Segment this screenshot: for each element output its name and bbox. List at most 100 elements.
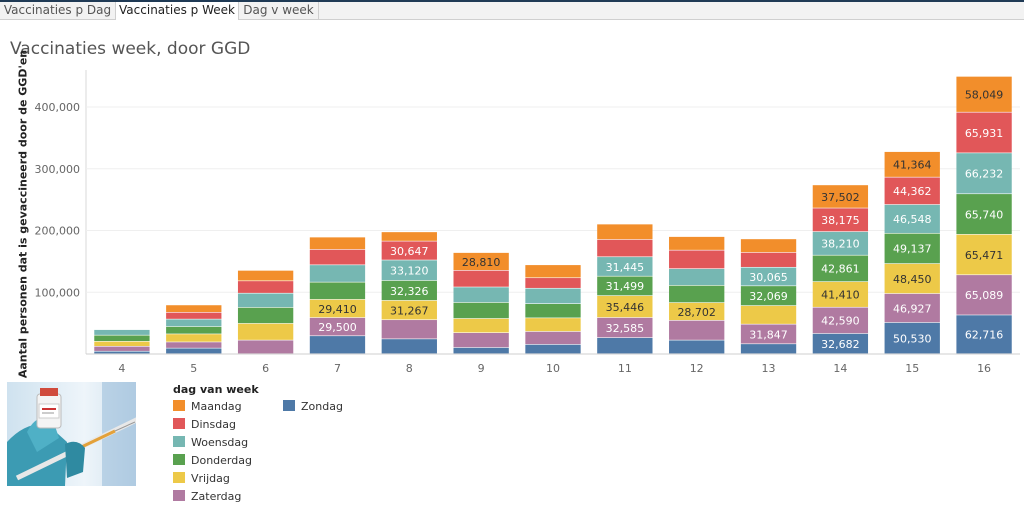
y-axis-ticks: 100,000 200,000 300,000 400,000	[35, 101, 81, 299]
stacked-bar-chart: 100,000 200,000 300,000 400,000 29,500 29,41…	[35, 70, 1020, 375]
legend-swatch	[173, 490, 185, 501]
bar-segment	[381, 339, 437, 354]
data-label: 31,445	[606, 261, 645, 274]
bar-segment	[884, 293, 940, 323]
bar-segment	[94, 351, 150, 354]
bar-segment	[525, 331, 581, 345]
data-label: 50,530	[893, 332, 932, 345]
chart-title: Vaccinaties week, door GGD	[10, 39, 251, 59]
data-label: 30,065	[749, 271, 788, 284]
data-label: 30,647	[390, 245, 429, 258]
bar-segment	[669, 320, 725, 340]
data-label: 33,120	[390, 265, 429, 278]
y-tick-label: 300,000	[35, 163, 81, 176]
legend-label: Zaterdag	[191, 490, 242, 503]
bar-segment	[237, 323, 294, 340]
x-tick-label: 11	[618, 362, 632, 375]
x-tick-label: 5	[190, 362, 197, 375]
x-tick-label: 13	[762, 362, 776, 375]
data-label: 31,267	[390, 304, 429, 317]
legend-title: dag van week	[173, 383, 259, 396]
bar-segment	[453, 302, 509, 319]
legend-item-maandag[interactable]: Maandag	[173, 400, 242, 414]
bar-segment	[884, 233, 940, 264]
bar-segment	[237, 281, 294, 293]
bar-segment	[381, 300, 437, 320]
bar-segment	[237, 270, 294, 281]
legend-item-zondag[interactable]: Zondag	[283, 400, 343, 414]
legend-item-donderdag[interactable]: Donderdag	[173, 454, 252, 468]
bar-segment	[740, 286, 797, 306]
bar-segment	[597, 337, 653, 354]
tab-vaccinaties-p-week[interactable]: Vaccinaties p Week	[116, 2, 239, 20]
data-label: 37,502	[821, 191, 860, 204]
bar-segment	[884, 263, 940, 294]
data-label: 65,931	[965, 127, 1004, 140]
legend-item-zaterdag[interactable]: Zaterdag	[173, 490, 241, 504]
top-accent-bar	[0, 0, 1024, 2]
bar-segment	[669, 268, 725, 286]
y-tick-label: 200,000	[35, 225, 81, 238]
bar-segment	[309, 265, 366, 282]
data-label: 31,847	[749, 328, 788, 341]
bar-segment	[525, 265, 581, 278]
bar-segment	[812, 231, 869, 255]
x-tick-label: 4	[118, 362, 125, 375]
bar-segment	[740, 267, 797, 286]
data-label: 32,326	[390, 285, 429, 298]
x-tick-label: 8	[406, 362, 413, 375]
bar-segment	[453, 252, 509, 271]
bar-segment	[884, 204, 940, 233]
legend-swatch	[173, 418, 185, 429]
bar-segment	[94, 335, 150, 342]
data-label: 65,471	[965, 249, 1004, 262]
data-label: 28,810	[462, 256, 501, 269]
data-label: 65,740	[965, 208, 1004, 221]
bar-segment	[237, 293, 294, 308]
legend-label: Dinsdag	[191, 418, 236, 431]
bar-segment	[94, 329, 150, 335]
bar-segment	[453, 270, 509, 287]
bar-segment	[597, 317, 653, 338]
bar-segment	[884, 151, 940, 177]
data-label: 32,069	[749, 290, 788, 303]
bar-segment	[237, 340, 294, 354]
tab-bar: Vaccinaties p Dag Vaccinaties p Week Dag…	[0, 2, 1024, 20]
data-label: 46,548	[893, 213, 932, 226]
bar-segment	[740, 239, 797, 253]
bar-segment	[956, 234, 1012, 275]
bar-segment	[309, 317, 366, 336]
legend-item-woensdag[interactable]: Woensdag	[173, 436, 248, 450]
bar-segment	[669, 285, 725, 303]
legend-item-dinsdag[interactable]: Dinsdag	[173, 418, 236, 432]
bar-segment	[166, 326, 222, 334]
bar-segment	[525, 303, 581, 318]
bar-segment	[525, 344, 581, 354]
y-tick-label: 400,000	[35, 101, 81, 114]
bar-segment	[381, 241, 437, 260]
data-label: 41,364	[893, 159, 932, 172]
bar-segment	[166, 319, 222, 327]
legend-label: Donderdag	[191, 454, 252, 467]
data-label: 62,716	[965, 329, 1004, 342]
legend-label: Woensdag	[191, 436, 249, 449]
bar-segment	[812, 255, 869, 282]
bar-segment	[669, 340, 725, 354]
bar-segment	[94, 346, 150, 351]
bar-segment	[740, 252, 797, 267]
data-label: 42,861	[821, 263, 860, 276]
data-label: 65,089	[965, 289, 1004, 302]
bar-segment	[525, 278, 581, 288]
bar-segment	[956, 153, 1012, 194]
x-tick-label: 7	[334, 362, 341, 375]
tab-vaccinaties-p-dag[interactable]: Vaccinaties p Dag	[0, 2, 116, 19]
data-label: 32,585	[606, 322, 645, 335]
tab-dag-v-week[interactable]: Dag v week	[239, 2, 319, 19]
bar-segment	[597, 224, 653, 240]
x-tick-label: 12	[690, 362, 704, 375]
legend-swatch	[173, 400, 185, 411]
bar-segment	[309, 336, 366, 354]
legend-item-vrijdag[interactable]: Vrijdag	[173, 472, 230, 486]
bar-segment	[381, 260, 437, 281]
bar-segment	[740, 344, 797, 354]
